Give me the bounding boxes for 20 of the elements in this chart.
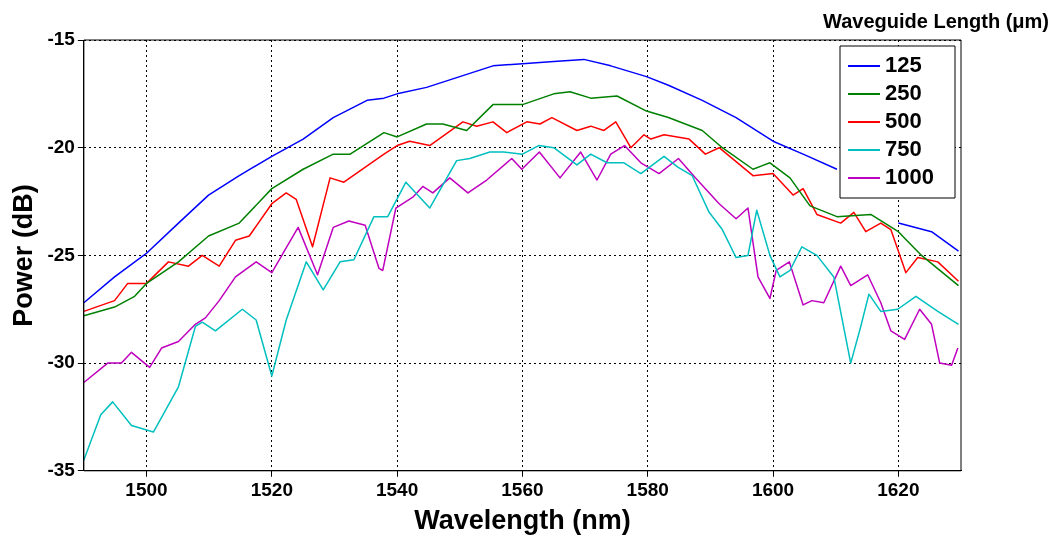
x-tick-label: 1500	[125, 479, 168, 501]
legend-label: 125	[885, 52, 922, 78]
x-tick-label: 1540	[375, 479, 419, 501]
x-axis-title: Wavelength (nm)	[414, 505, 631, 536]
legend-label: 500	[885, 108, 922, 134]
x-tick-label: 1560	[501, 479, 544, 501]
legend-title: Waveguide Length (μm)	[823, 9, 1049, 32]
y-tick-label: -15	[47, 28, 76, 50]
x-tick-label: 1620	[877, 479, 920, 501]
legend-label: 750	[885, 136, 922, 162]
y-axis-title: Power (dB)	[7, 184, 38, 327]
y-tick-label: -20	[47, 135, 75, 157]
y-tick-label: -35	[47, 459, 76, 481]
x-tick-label: 1520	[250, 479, 293, 501]
legend-label: 1000	[885, 164, 934, 190]
x-tick-label: 1580	[626, 479, 669, 501]
y-tick-label: -30	[47, 351, 75, 373]
legend-label: 250	[885, 80, 922, 106]
x-tick-label: 1600	[751, 479, 795, 501]
y-tick-label: -25	[47, 243, 76, 265]
